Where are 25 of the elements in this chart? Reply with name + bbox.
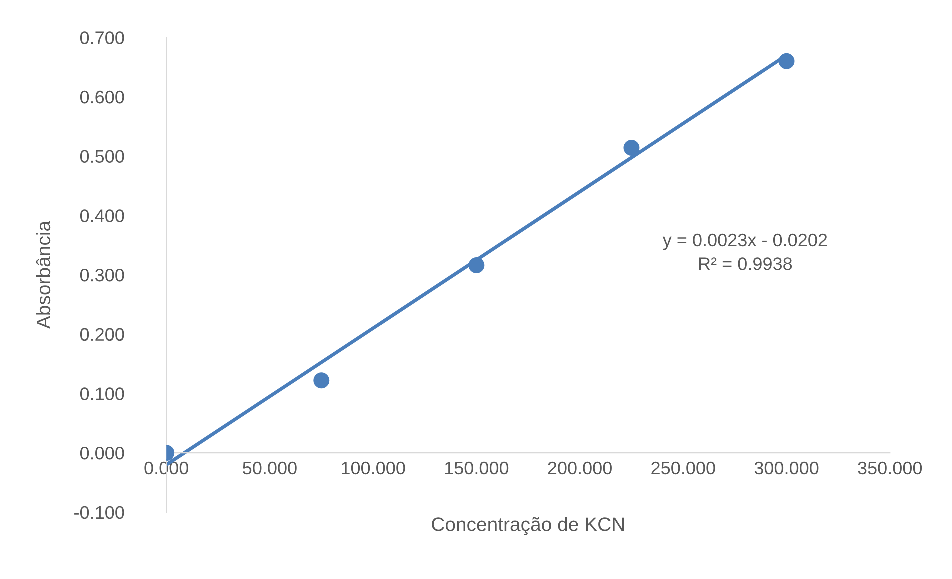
y-tick-label: 0.400: [80, 210, 124, 222]
x-tick-label: 350.000: [858, 462, 922, 475]
x-tick-label: 300.000: [754, 462, 819, 475]
y-tick-label: 0.600: [80, 90, 124, 104]
y-tick-label: 0.500: [80, 150, 124, 164]
y-tick-label: 0.700: [80, 32, 124, 44]
y-axis-title: Absorbância: [36, 220, 51, 330]
x-tick-label: 0.000: [144, 462, 188, 475]
y-tick-label: 0.200: [80, 328, 124, 342]
x-tick-label: 150.000: [445, 462, 509, 475]
y-tick-label: 0.300: [80, 268, 124, 282]
x-tick-label: 200.000: [548, 462, 612, 475]
point: [468, 258, 485, 274]
x-axis-title: Concentração de KCN: [432, 517, 624, 536]
y-tick-label: 0.100: [80, 388, 124, 400]
y-tick-label: -0.100: [74, 506, 124, 520]
annotation: R² = 0.9938: [699, 258, 792, 270]
x-tick-label: 50.000: [243, 462, 297, 475]
x-tick-label: 100.000: [342, 462, 406, 475]
point: [314, 372, 330, 389]
x-tick-label: 250.000: [652, 462, 716, 475]
y-tick-label: 0.000: [80, 447, 124, 460]
point: [624, 140, 640, 156]
annotation: y = 0.0023x - 0.0202: [662, 234, 828, 250]
point: [778, 53, 795, 70]
